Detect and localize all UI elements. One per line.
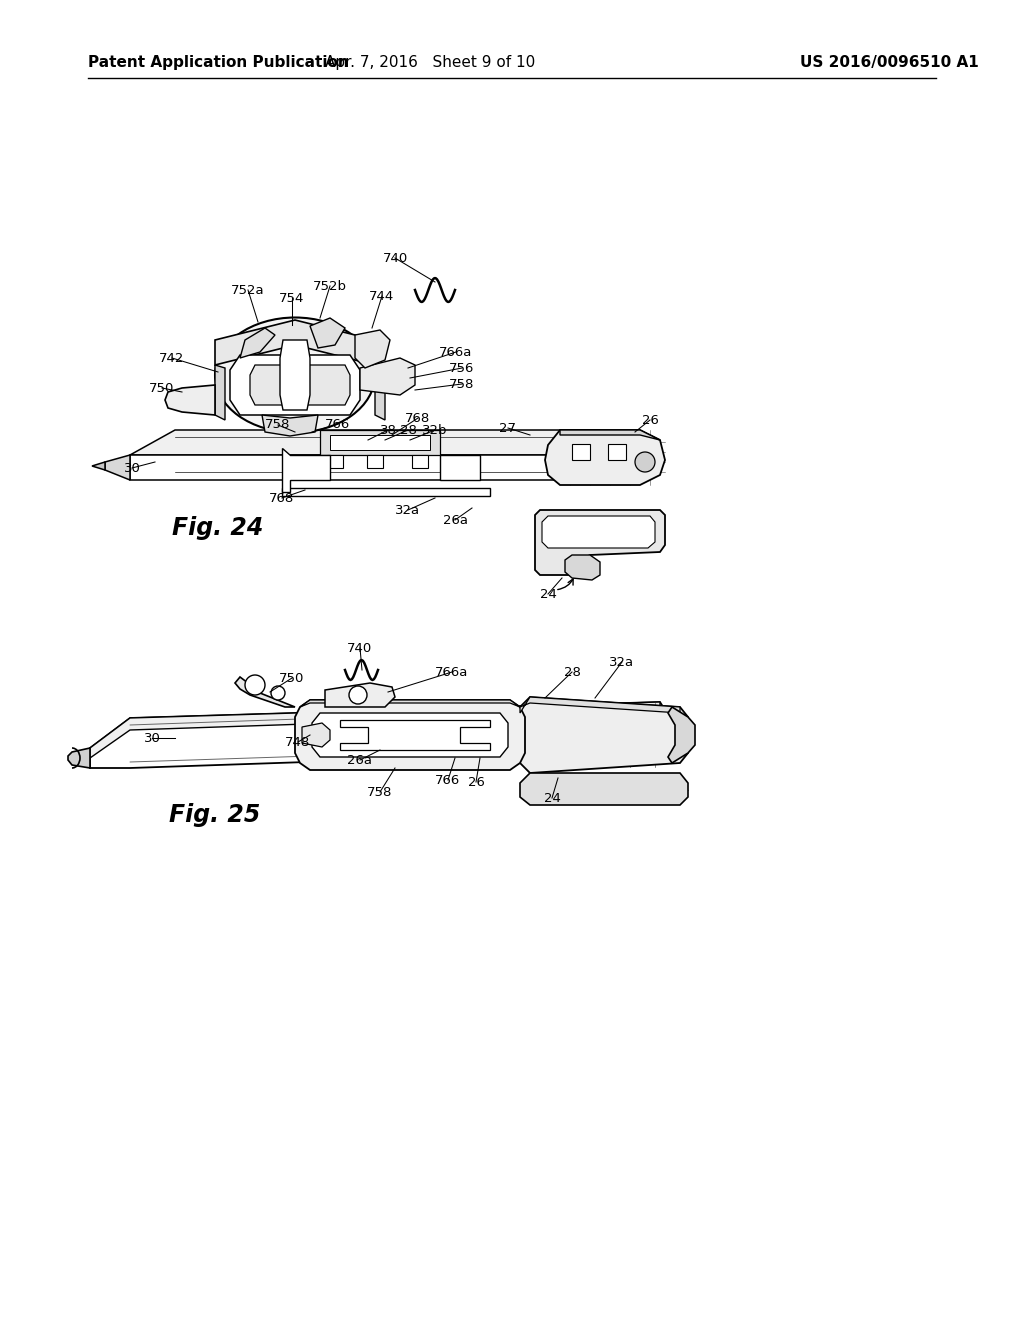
- Text: 766a: 766a: [435, 665, 469, 678]
- Polygon shape: [234, 677, 295, 708]
- Text: 754: 754: [280, 292, 305, 305]
- Text: 758: 758: [265, 418, 291, 432]
- Text: 768: 768: [269, 491, 295, 504]
- Polygon shape: [68, 748, 90, 768]
- Text: 740: 740: [347, 642, 373, 655]
- Text: 740: 740: [382, 252, 408, 264]
- Text: 758: 758: [450, 378, 475, 391]
- Text: 32a: 32a: [609, 656, 635, 668]
- Text: 766: 766: [435, 774, 461, 787]
- Polygon shape: [608, 444, 626, 459]
- Text: 30: 30: [124, 462, 140, 474]
- Text: US 2016/0096510 A1: US 2016/0096510 A1: [800, 54, 979, 70]
- Polygon shape: [545, 430, 665, 484]
- Polygon shape: [565, 554, 600, 579]
- Polygon shape: [340, 719, 490, 750]
- Polygon shape: [535, 510, 665, 576]
- Text: 28: 28: [399, 424, 417, 437]
- Polygon shape: [325, 682, 395, 708]
- Text: 26a: 26a: [442, 513, 468, 527]
- Polygon shape: [282, 447, 330, 492]
- Polygon shape: [668, 708, 695, 763]
- Polygon shape: [130, 430, 600, 455]
- Polygon shape: [302, 723, 330, 747]
- Text: 756: 756: [450, 362, 475, 375]
- Text: 26a: 26a: [347, 754, 373, 767]
- Ellipse shape: [215, 318, 375, 433]
- Polygon shape: [330, 436, 430, 450]
- Text: Fig. 25: Fig. 25: [169, 803, 261, 828]
- Text: 38: 38: [380, 424, 396, 437]
- Text: 30: 30: [143, 731, 161, 744]
- Polygon shape: [375, 366, 385, 420]
- Polygon shape: [282, 488, 490, 496]
- Polygon shape: [327, 455, 343, 469]
- Text: Fig. 24: Fig. 24: [172, 516, 264, 540]
- Polygon shape: [572, 444, 590, 459]
- Text: 750: 750: [150, 381, 175, 395]
- Polygon shape: [312, 713, 508, 756]
- Polygon shape: [250, 366, 350, 405]
- Polygon shape: [412, 455, 428, 469]
- Polygon shape: [367, 455, 383, 469]
- Polygon shape: [295, 700, 525, 770]
- Text: 24: 24: [540, 587, 556, 601]
- Text: 26: 26: [642, 413, 658, 426]
- Text: 748: 748: [286, 735, 310, 748]
- Polygon shape: [440, 455, 480, 480]
- Text: 758: 758: [368, 785, 392, 799]
- Polygon shape: [542, 516, 655, 548]
- Polygon shape: [360, 358, 415, 395]
- Text: Apr. 7, 2016   Sheet 9 of 10: Apr. 7, 2016 Sheet 9 of 10: [325, 54, 536, 70]
- Polygon shape: [560, 430, 660, 440]
- Polygon shape: [105, 455, 130, 480]
- Polygon shape: [130, 455, 555, 480]
- Text: 27: 27: [500, 421, 516, 434]
- Polygon shape: [90, 702, 660, 758]
- Polygon shape: [355, 330, 390, 368]
- Polygon shape: [310, 318, 345, 348]
- Polygon shape: [240, 327, 275, 358]
- Text: 766a: 766a: [439, 346, 473, 359]
- Polygon shape: [319, 430, 440, 455]
- Circle shape: [245, 675, 265, 696]
- Polygon shape: [90, 702, 670, 768]
- Text: 752b: 752b: [313, 280, 347, 293]
- Polygon shape: [92, 462, 105, 470]
- Polygon shape: [215, 366, 225, 420]
- Circle shape: [349, 686, 367, 704]
- Polygon shape: [262, 414, 318, 436]
- Text: Patent Application Publication: Patent Application Publication: [88, 54, 349, 70]
- Text: 766: 766: [326, 417, 350, 430]
- Text: 744: 744: [370, 289, 394, 302]
- Polygon shape: [520, 774, 688, 805]
- Text: 32b: 32b: [422, 424, 447, 437]
- Polygon shape: [520, 697, 680, 713]
- Text: 26: 26: [468, 776, 484, 788]
- Text: 24: 24: [544, 792, 560, 804]
- Polygon shape: [165, 385, 215, 414]
- Polygon shape: [520, 697, 688, 774]
- Circle shape: [635, 451, 655, 473]
- Text: 768: 768: [406, 412, 431, 425]
- Polygon shape: [300, 700, 520, 708]
- Text: 32a: 32a: [395, 503, 421, 516]
- Text: 742: 742: [160, 351, 184, 364]
- Text: 752a: 752a: [231, 284, 265, 297]
- Text: 28: 28: [563, 665, 581, 678]
- Polygon shape: [215, 319, 375, 366]
- Circle shape: [271, 686, 285, 700]
- Text: 750: 750: [280, 672, 305, 685]
- Polygon shape: [230, 355, 360, 414]
- Polygon shape: [280, 341, 310, 411]
